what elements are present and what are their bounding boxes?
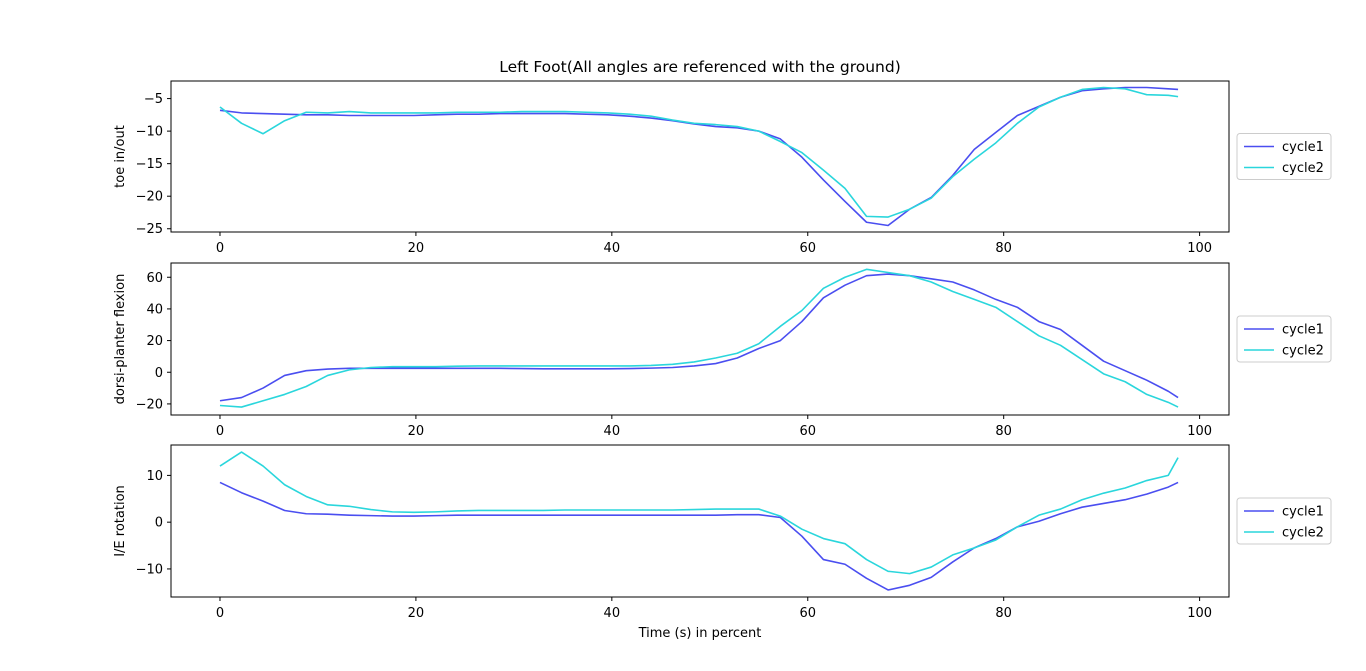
x-tick-label: 0 <box>216 606 224 621</box>
y-tick-label: −10 <box>136 562 163 577</box>
y-tick-label: 10 <box>146 469 163 484</box>
x-tick-label: 20 <box>408 241 425 256</box>
series-line-cycle2 <box>219 451 1179 575</box>
x-tick-label: 40 <box>604 241 621 256</box>
plot-frame <box>170 444 1230 598</box>
series-line-cycle2 <box>219 268 1179 408</box>
y-tick-label: 0 <box>155 516 163 531</box>
subplot-1: 0 20 40 60 80 100 −5 −10 −15 −20 −25 toe in/out cycl… <box>113 80 1332 256</box>
x-tick-label: 80 <box>995 241 1012 256</box>
series-line-cycle1 <box>219 273 1179 402</box>
y-axis-label: dorsi-planter flexion <box>113 274 128 405</box>
series-line-cycle1 <box>219 86 1179 227</box>
x-tick-label: 80 <box>995 424 1012 439</box>
y-tick-label: −20 <box>136 397 163 412</box>
y-tick-label: −15 <box>136 157 163 172</box>
y-tick-label: 0 <box>155 366 163 381</box>
plot-frame <box>170 262 1230 416</box>
subplot-2: 0 20 40 60 80 100 60 40 20 0 −20 dorsi-planter flex… <box>113 262 1332 439</box>
x-tick-label: 100 <box>1187 241 1212 256</box>
chart-title: Left Foot(All angles are referenced with… <box>499 58 901 76</box>
x-tick-label: 60 <box>799 606 816 621</box>
legend: cycle1 cycle2 <box>1236 315 1332 363</box>
x-axis-label: Time (s) in percent <box>638 626 762 641</box>
y-axis-label: toe in/out <box>113 125 128 188</box>
y-tick-label: 60 <box>146 271 163 286</box>
x-tick-label: 60 <box>799 241 816 256</box>
x-tick-label: 80 <box>995 606 1012 621</box>
legend: cycle1 cycle2 <box>1236 497 1332 545</box>
y-tick-label: 20 <box>146 334 163 349</box>
legend-label-cycle1: cycle1 <box>1282 140 1324 155</box>
legend: cycle1 cycle2 <box>1236 133 1332 180</box>
x-tick-label: 20 <box>408 606 425 621</box>
x-tick-label: 60 <box>799 424 816 439</box>
x-tick-label: 100 <box>1187 606 1212 621</box>
plot-frame <box>170 80 1230 233</box>
x-tick-label: 0 <box>216 241 224 256</box>
y-tick-label: −20 <box>136 190 163 205</box>
legend-label-cycle1: cycle1 <box>1282 323 1324 338</box>
x-tick-label: 40 <box>604 606 621 621</box>
series-line-cycle2 <box>219 86 1179 218</box>
legend-label-cycle2: cycle2 <box>1282 161 1324 176</box>
x-tick-label: 100 <box>1187 424 1212 439</box>
legend-label-cycle2: cycle2 <box>1282 526 1324 541</box>
y-axis-label: I/E rotation <box>113 485 128 557</box>
y-tick-label: 40 <box>146 302 163 317</box>
x-tick-label: 0 <box>216 424 224 439</box>
y-tick-label: −10 <box>136 125 163 140</box>
legend-label-cycle1: cycle1 <box>1282 505 1324 520</box>
x-tick-label: 20 <box>408 424 425 439</box>
y-tick-label: −25 <box>136 222 163 237</box>
x-tick-label: 40 <box>604 424 621 439</box>
series-line-cycle1 <box>219 481 1179 591</box>
y-tick-label: −5 <box>144 92 163 107</box>
legend-label-cycle2: cycle2 <box>1282 344 1324 359</box>
